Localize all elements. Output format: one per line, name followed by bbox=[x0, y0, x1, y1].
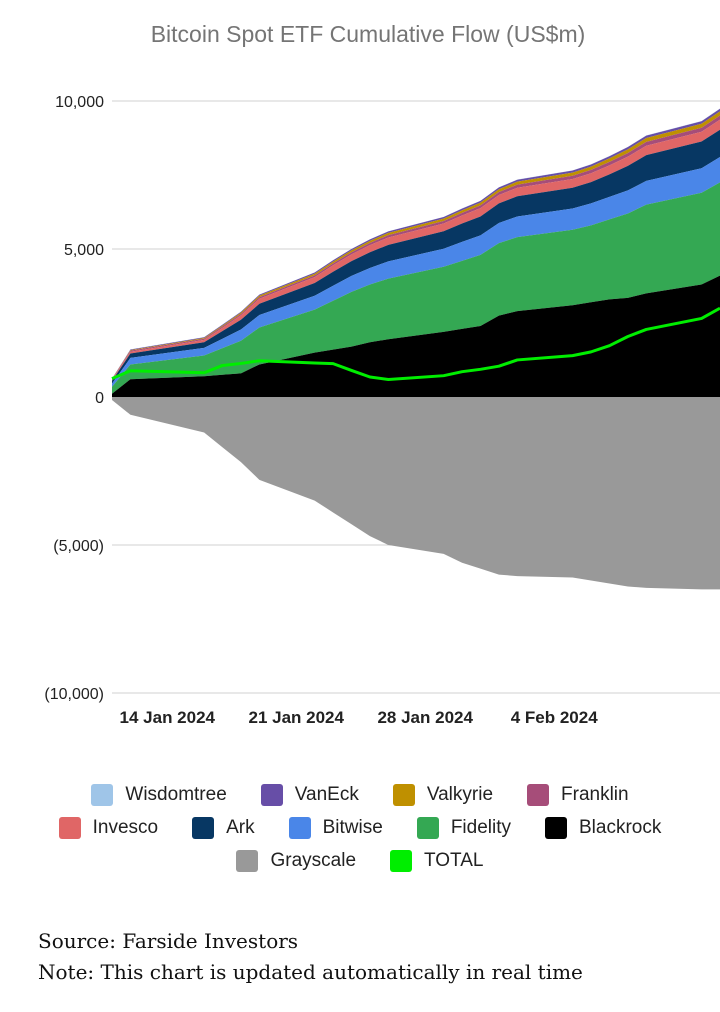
legend-swatch bbox=[260, 783, 283, 806]
chart-area: Bitcoin Spot ETF Cumulative Flow (US$m) … bbox=[44, 21, 720, 727]
legend-swatch bbox=[58, 816, 81, 839]
legend-row: Invesco Ark Bitwise Fidelity Blackrock bbox=[0, 811, 720, 844]
area-fidelity bbox=[112, 182, 720, 394]
legend-swatch bbox=[390, 849, 413, 872]
area-franklin bbox=[112, 115, 720, 380]
area-bitwise bbox=[112, 156, 720, 387]
y-tick-label: 10,000 bbox=[55, 94, 104, 111]
legend-item-total: TOTAL bbox=[390, 849, 484, 872]
legend-row: Wisdomtree VanEck Valkyrie Franklin bbox=[0, 778, 720, 811]
chart-title: Bitcoin Spot ETF Cumulative Flow (US$m) bbox=[151, 21, 586, 47]
total-line bbox=[111, 306, 720, 382]
legend-label: Wisdomtree bbox=[125, 783, 227, 805]
legend-row: Grayscale TOTAL bbox=[0, 844, 720, 877]
x-tick-label: 28 Jan 2024 bbox=[377, 708, 473, 727]
y-tick-label: 5,000 bbox=[64, 242, 104, 259]
legend-label: VanEck bbox=[294, 783, 359, 805]
legend-item-blackrock: Blackrock bbox=[545, 816, 662, 839]
y-tick-label: 0 bbox=[95, 390, 104, 407]
x-tick-label: 14 Jan 2024 bbox=[120, 708, 216, 727]
x-tick-label: 21 Jan 2024 bbox=[249, 708, 345, 727]
legend-label: Franklin bbox=[561, 783, 629, 805]
stacked-areas bbox=[112, 108, 720, 590]
legend-item-ark: Ark bbox=[192, 816, 255, 839]
legend-swatch bbox=[192, 816, 215, 839]
legend-item-invesco: Invesco bbox=[58, 816, 159, 839]
area-grayscale bbox=[112, 397, 720, 590]
legend-item-bitwise: Bitwise bbox=[288, 816, 383, 839]
legend-swatch bbox=[91, 783, 114, 806]
legend-label: TOTAL bbox=[424, 849, 484, 871]
area-invesco bbox=[112, 119, 720, 381]
legend-swatch bbox=[545, 816, 567, 839]
legend-label: Ark bbox=[226, 816, 255, 838]
legend-label: Bitwise bbox=[322, 816, 383, 838]
x-tick-label: 4 Feb 2024 bbox=[511, 708, 598, 727]
legend-label: Blackrock bbox=[579, 816, 662, 838]
legend-item-grayscale: Grayscale bbox=[236, 849, 357, 872]
legend-swatch bbox=[288, 816, 311, 839]
legend-item-valkyrie: Valkyrie bbox=[392, 783, 494, 806]
y-axis-ticks: 10,000 5,000 0 (5,000) (10,000) bbox=[44, 94, 104, 703]
update-note: Note: This chart is updated automaticall… bbox=[38, 960, 583, 984]
legend-swatch bbox=[527, 783, 550, 806]
total-line-layer bbox=[111, 306, 720, 382]
y-tick-label: (10,000) bbox=[44, 686, 104, 703]
footnotes: Source: Farside Investors Note: This cha… bbox=[38, 926, 583, 988]
y-tick-label: (5,000) bbox=[53, 538, 104, 555]
legend-item-fidelity: Fidelity bbox=[416, 816, 511, 839]
legend-item-vaneck: VanEck bbox=[260, 783, 359, 806]
legend-swatch bbox=[416, 816, 439, 839]
area-ark bbox=[112, 129, 720, 384]
legend: Wisdomtree VanEck Valkyrie Franklin Invesco A… bbox=[0, 778, 720, 877]
source-note: Source: Farside Investors bbox=[38, 929, 299, 953]
legend-label: Invesco bbox=[92, 816, 159, 838]
legend-label: Grayscale bbox=[270, 849, 357, 871]
legend-label: Valkyrie bbox=[426, 783, 494, 805]
legend-swatch bbox=[392, 783, 415, 806]
area-blackrock bbox=[112, 275, 720, 397]
x-axis-ticks: 14 Jan 2024 21 Jan 2024 28 Jan 2024 4 Feb 2… bbox=[120, 708, 599, 727]
legend-label: Fidelity bbox=[450, 816, 511, 838]
legend-item-franklin: Franklin bbox=[527, 783, 629, 806]
legend-item-wisdomtree: Wisdomtree bbox=[91, 783, 227, 806]
legend-swatch bbox=[236, 849, 259, 872]
area-valkyrie bbox=[112, 111, 720, 380]
